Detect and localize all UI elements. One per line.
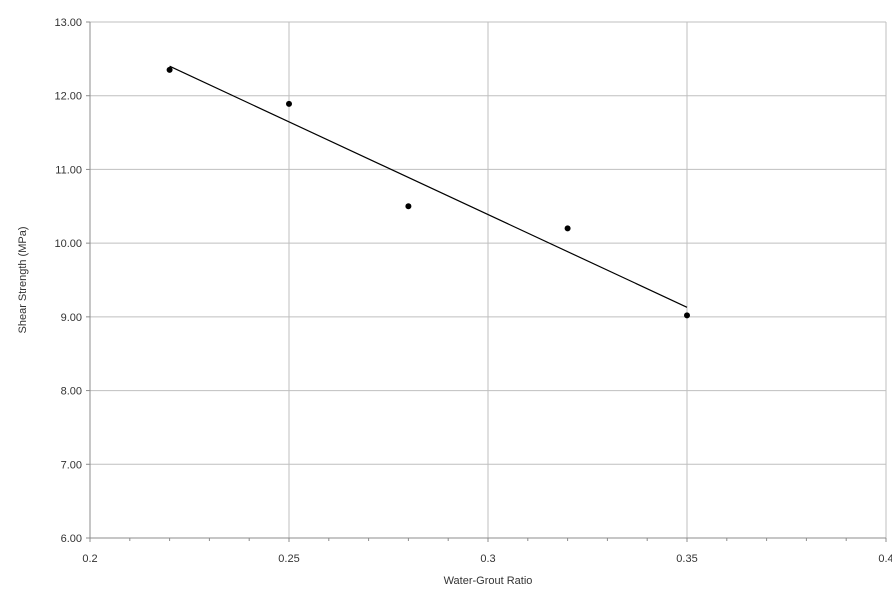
x-tick-label: 0.25 xyxy=(278,553,299,565)
y-axis-title: Shear Strength (MPa) xyxy=(17,227,29,334)
data-point xyxy=(684,312,690,319)
x-tick-label: 0.4 xyxy=(878,553,892,565)
data-point xyxy=(286,100,292,107)
gridlines xyxy=(90,21,887,538)
data-point xyxy=(166,66,173,73)
tick-labels: 6.00 7.00 8.00 9.00 10.00 11.00 12.00 13.00 0.2 0… xyxy=(54,17,892,565)
series xyxy=(166,65,690,319)
x-tick-label: 0.3 xyxy=(480,553,495,565)
data-point xyxy=(405,203,412,210)
y-tick-label: 8.00 xyxy=(61,386,82,398)
y-tick-label: 10.00 xyxy=(54,238,82,250)
x-tick-label: 0.2 xyxy=(82,553,97,565)
x-axis-title: Water-Grout Ratio xyxy=(444,575,533,587)
y-tick-label: 9.00 xyxy=(61,312,82,324)
y-tick-label: 12.00 xyxy=(54,91,82,103)
data-point xyxy=(564,225,571,232)
y-tick-label: 11.00 xyxy=(55,164,82,176)
axes xyxy=(86,21,887,542)
y-tick-label: 7.00 xyxy=(61,459,82,471)
y-tick-label: 13.00 xyxy=(54,17,82,29)
x-tick-label: 0.35 xyxy=(676,553,697,565)
trendline xyxy=(169,65,688,308)
y-tick-label: 6.00 xyxy=(61,533,82,545)
